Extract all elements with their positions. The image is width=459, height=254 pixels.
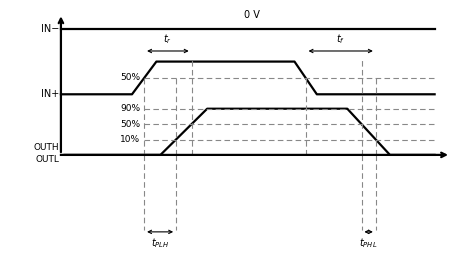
Text: $t_f$: $t_f$ [336, 32, 345, 46]
Text: OUTL: OUTL [35, 155, 59, 164]
Text: 50%: 50% [120, 120, 140, 129]
Text: $t_r$: $t_r$ [163, 32, 173, 46]
Text: $t_{PLH}$: $t_{PLH}$ [151, 237, 169, 250]
Text: 10%: 10% [120, 135, 140, 144]
Text: 0 V: 0 V [244, 10, 260, 20]
Text: 50%: 50% [120, 73, 140, 83]
Text: $t_{PHL}$: $t_{PHL}$ [359, 237, 378, 250]
Text: 90%: 90% [120, 104, 140, 113]
Text: IN+: IN+ [41, 89, 59, 99]
Text: IN−: IN− [40, 24, 59, 34]
Text: OUTH: OUTH [33, 143, 59, 152]
